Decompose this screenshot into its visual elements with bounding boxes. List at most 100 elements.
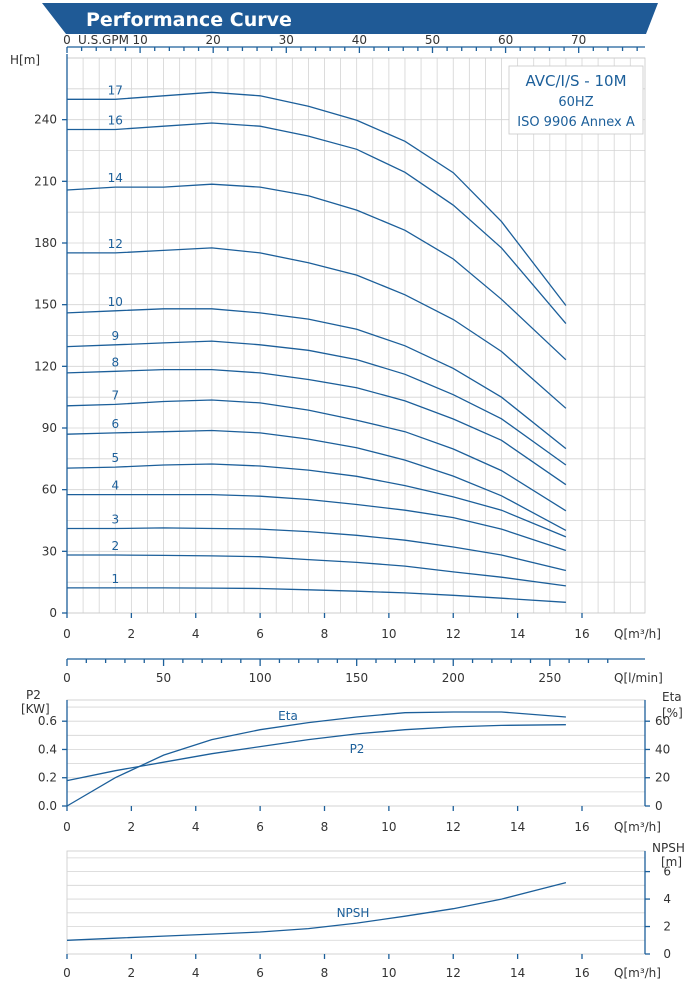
head-curve-label: 5 xyxy=(111,451,119,465)
head-x-tick-label: 10 xyxy=(381,627,396,641)
gpm-tick-label: 20 xyxy=(206,33,221,47)
power-left-tick-label: 0.0 xyxy=(38,799,57,813)
npsh-x-tick-label: 14 xyxy=(510,966,525,980)
npsh-right-tick-label: 6 xyxy=(663,865,671,879)
npsh-x-axis-label: Q[m³/h] xyxy=(614,966,661,980)
head-y-tick-label: 210 xyxy=(34,174,57,188)
eta-curve xyxy=(66,711,566,807)
head-curve-label: 14 xyxy=(108,171,123,185)
eta-axis-unit: [%] xyxy=(662,706,683,720)
power-right-tick-label: 0 xyxy=(655,799,663,813)
lpm-tick-label: 250 xyxy=(538,671,561,685)
head-curve-stage-5 xyxy=(66,463,567,538)
lpm-tick-label: 0 xyxy=(63,671,71,685)
power-x-tick-label: 6 xyxy=(256,820,264,834)
npsh-x-tick-label: 12 xyxy=(446,966,461,980)
npsh-x-tick-label: 2 xyxy=(128,966,136,980)
gpm-tick-label: 60 xyxy=(498,33,513,47)
npsh-right-tick-label: 4 xyxy=(663,892,671,906)
p2-axis-label: P2 xyxy=(26,688,41,702)
head-curve-stage-16 xyxy=(67,122,567,325)
lpm-tick-label: 150 xyxy=(345,671,368,685)
head-curve-label: 16 xyxy=(108,114,123,128)
info-box: AVC/I/S - 10M 60HZ ISO 9906 Annex A xyxy=(508,65,644,135)
head-y-tick-label: 180 xyxy=(34,236,57,250)
npsh-x-tick-label: 16 xyxy=(574,966,589,980)
head-curve-stage-10 xyxy=(66,308,567,450)
head-curve-stage-1 xyxy=(67,587,566,603)
power-right-tick-label: 60 xyxy=(655,714,670,728)
head-curve-label: 1 xyxy=(111,572,119,586)
gpm-axis-label: U.S.GPM xyxy=(78,33,129,47)
head-curve-stage-3 xyxy=(67,527,567,572)
head-curve-stage-17 xyxy=(67,91,567,306)
head-curve-stage-2 xyxy=(67,554,566,587)
head-y-tick-label: 240 xyxy=(34,113,57,127)
gpm-tick-label: 10 xyxy=(132,33,147,47)
power-right-tick-label: 40 xyxy=(655,742,670,756)
head-y-tick-label: 120 xyxy=(34,359,57,373)
head-curve-stage-14 xyxy=(66,183,567,361)
head-curve-label: 4 xyxy=(111,479,119,493)
power-right-tick-label: 20 xyxy=(655,771,670,785)
head-x-tick-label: 8 xyxy=(321,627,329,641)
npsh-axis-unit: [m] xyxy=(661,855,682,869)
gpm-tick-label: 30 xyxy=(279,33,294,47)
npsh-curve xyxy=(66,881,567,941)
npsh-x-tick-label: 8 xyxy=(321,966,329,980)
npsh-curve-label: NPSH xyxy=(337,906,370,920)
head-grid xyxy=(66,57,645,614)
title-banner-shape xyxy=(42,3,658,34)
gpm-tick-label: 0 xyxy=(63,33,71,47)
head-curve-stage-9 xyxy=(66,340,567,466)
p2-axis-unit: [KW] xyxy=(21,702,50,716)
npsh-x-tick-label: 6 xyxy=(256,966,264,980)
power-x-tick-label: 16 xyxy=(574,820,589,834)
info-box-line: 60HZ xyxy=(558,95,593,110)
head-y-axis-label: H[m] xyxy=(10,53,40,67)
power-x-tick-label: 14 xyxy=(510,820,525,834)
npsh-x-tick-label: 4 xyxy=(192,966,200,980)
eta-axis-label: Eta xyxy=(662,690,682,704)
power-x-axis-label: Q[m³/h] xyxy=(614,820,661,834)
p2-curve xyxy=(66,724,566,782)
lpm-axis-label: Q[l/min] xyxy=(614,671,663,685)
npsh-right-tick-label: 0 xyxy=(663,947,671,961)
head-curve-label: 8 xyxy=(111,355,119,369)
head-curve-stage-8 xyxy=(66,368,567,486)
head-y-tick-label: 30 xyxy=(42,544,57,558)
lpm-tick-label: 100 xyxy=(249,671,272,685)
head-x-tick-label: 12 xyxy=(446,627,461,641)
head-x-tick-label: 16 xyxy=(574,627,589,641)
head-curve-label: 17 xyxy=(108,83,123,97)
npsh-x-tick-label: 0 xyxy=(63,966,71,980)
head-curve-stage-7 xyxy=(66,399,567,512)
title-banner: Performance Curve xyxy=(42,3,658,34)
power-left-tick-label: 0.4 xyxy=(38,742,57,756)
gpm-tick-label: 50 xyxy=(425,33,440,47)
head-x-tick-label: 14 xyxy=(510,627,525,641)
head-curve-stage-12 xyxy=(67,247,567,409)
head-y-tick-label: 90 xyxy=(42,421,57,435)
power-x-tick-label: 0 xyxy=(63,820,71,834)
npsh-x-tick-label: 10 xyxy=(381,966,396,980)
power-x-tick-label: 4 xyxy=(192,820,200,834)
power-x-tick-label: 10 xyxy=(381,820,396,834)
head-curve-label: 12 xyxy=(108,237,123,251)
npsh-axis-label: NPSH xyxy=(652,841,685,855)
power-left-tick-label: 0.2 xyxy=(38,771,57,785)
npsh-right-tick-label: 2 xyxy=(663,920,671,934)
power-x-tick-label: 8 xyxy=(321,820,329,834)
head-y-tick-label: 0 xyxy=(49,606,57,620)
info-box-line: ISO 9906 Annex A xyxy=(517,115,635,130)
info-box-frame xyxy=(508,65,644,135)
p2-curve-label: P2 xyxy=(350,742,365,756)
gpm-tick-label: 40 xyxy=(352,33,367,47)
eta-curve-label: Eta xyxy=(278,709,298,723)
head-curve-label: 7 xyxy=(111,388,119,402)
head-x-tick-label: 2 xyxy=(128,627,136,641)
